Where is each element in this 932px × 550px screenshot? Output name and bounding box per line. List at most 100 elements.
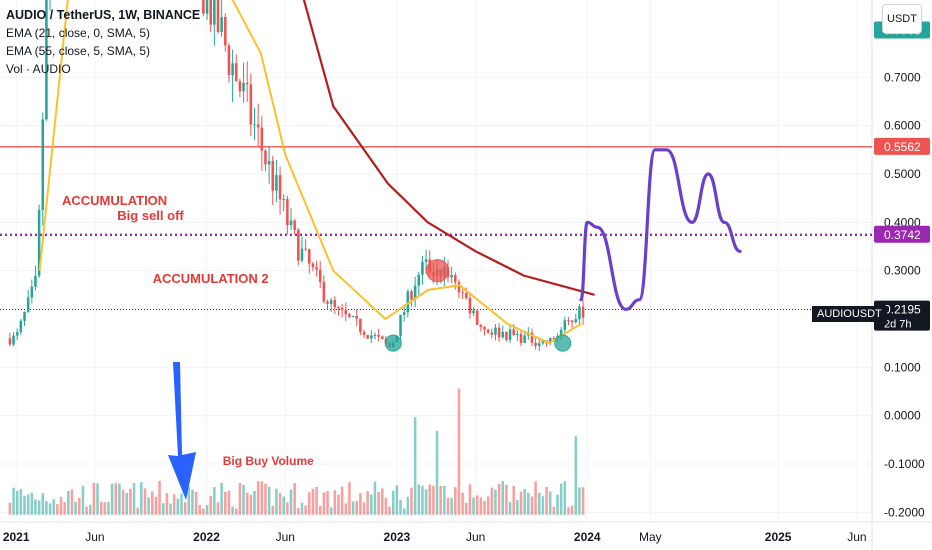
- volume-bar: [297, 508, 300, 515]
- x-tick-label: 2021: [3, 530, 30, 544]
- candle-body: [249, 84, 253, 125]
- candle-body: [37, 210, 41, 277]
- volume-bar: [322, 492, 326, 515]
- candle-body: [567, 320, 570, 322]
- volume-bar: [399, 499, 402, 515]
- annotation-accumulation: ACCUMULATION: [62, 193, 168, 209]
- volume-bar: [381, 488, 384, 515]
- volume-bar: [318, 505, 322, 515]
- volume-bar: [395, 485, 399, 515]
- candle-body: [286, 199, 289, 226]
- blue-arrow: [168, 362, 196, 500]
- marker-circle: [426, 259, 450, 283]
- volume-bar: [256, 481, 260, 515]
- candle-body: [205, 0, 209, 14]
- y-tick-label: 0.6000: [884, 119, 921, 133]
- candle-body: [344, 310, 348, 315]
- down-arrow-icon: [168, 362, 196, 500]
- volume-bar: [52, 499, 55, 515]
- candle-body: [370, 335, 373, 339]
- volume-bar: [271, 505, 275, 515]
- candle-body: [377, 334, 380, 337]
- volume-bar: [446, 497, 450, 515]
- volume-bar: [340, 486, 344, 515]
- volume-bar: [34, 499, 37, 515]
- price-axis[interactable]: 0.70000.60000.50000.40000.30000.10000.00…: [874, 21, 930, 520]
- annotation-accumulation-2: ACCUMULATION 2: [152, 270, 269, 286]
- candle-body: [326, 301, 329, 304]
- volume-bar: [37, 500, 41, 515]
- candle-body: [238, 81, 242, 92]
- volume-bar: [505, 484, 508, 515]
- volume-bar: [417, 484, 421, 515]
- volume-legend[interactable]: Vol · AUDIO: [6, 62, 71, 76]
- y-tick-label: 0.0000: [884, 409, 921, 423]
- volume-bar: [501, 480, 505, 515]
- volume-bar: [23, 495, 26, 515]
- candle-body: [311, 263, 315, 268]
- forecast-path: [579, 148, 742, 311]
- volume-bar: [74, 501, 77, 515]
- volume-bar: [432, 485, 435, 515]
- candle-body: [351, 315, 355, 317]
- volume-bar: [154, 496, 158, 515]
- volume-bar: [333, 490, 337, 515]
- volume-bar: [121, 489, 125, 515]
- ticker-tag: AUDIOUSDT: [812, 306, 887, 322]
- marker-circle: [384, 334, 402, 352]
- volume-bar: [377, 491, 380, 515]
- volume-bar: [472, 497, 475, 515]
- circle-markers: [384, 259, 572, 352]
- candle-body: [202, 0, 205, 14]
- x-tick-label: 2024: [574, 530, 601, 544]
- ema55-legend[interactable]: EMA (55, close, 5, SMA, 5): [6, 44, 151, 58]
- volume-bar: [96, 483, 99, 515]
- candle-body: [457, 282, 461, 293]
- x-tick-label: Jun: [276, 530, 295, 544]
- candle-body: [519, 333, 523, 343]
- volume-bar: [428, 484, 432, 515]
- ema21-legend[interactable]: EMA (21, close, 0, SMA, 5): [6, 26, 151, 40]
- volume-bar: [344, 503, 348, 515]
- candle-body: [23, 311, 26, 321]
- volume-bar: [512, 486, 515, 515]
- volume-bar: [355, 500, 359, 515]
- volume-bar: [136, 507, 139, 515]
- volume-bar: [107, 502, 110, 515]
- volume-bar: [556, 494, 559, 515]
- candle-body: [523, 335, 526, 343]
- currency-button[interactable]: USDT: [882, 4, 922, 34]
- volume-bar: [439, 486, 442, 515]
- candle-body: [26, 297, 30, 312]
- volume-bar: [570, 505, 574, 515]
- candle-body: [479, 324, 483, 327]
- candle-body: [490, 332, 494, 335]
- volume-bar: [213, 487, 216, 515]
- volume-bar: [216, 502, 220, 515]
- candle-body: [424, 259, 428, 262]
- candle-body: [468, 298, 472, 314]
- candle-body: [373, 334, 377, 336]
- volume-bar: [300, 502, 304, 515]
- candle-body: [216, 0, 220, 32]
- volume-bar: [289, 489, 293, 515]
- ema21-line: [38, 0, 582, 345]
- symbol-title[interactable]: AUDIO / TetherUS, 1W, BINANCE: [6, 8, 201, 22]
- chart-legend: AUDIO / TetherUS, 1W, BINANCE EMA (21, c…: [6, 6, 200, 78]
- volume-bar: [402, 508, 406, 515]
- candle-body: [574, 319, 578, 323]
- candle-body: [508, 329, 512, 340]
- candle-body: [530, 332, 534, 343]
- candle-body: [15, 332, 19, 336]
- volume-bar: [118, 483, 121, 515]
- price-label: 0.5562: [884, 140, 921, 154]
- candle-body: [541, 340, 545, 344]
- volume-bar: [413, 417, 417, 515]
- volume-bar: [337, 494, 340, 515]
- volume-bar: [224, 491, 227, 515]
- volume-bar: [103, 502, 107, 515]
- time-axis[interactable]: 2021 Jun 2022 Jun 2023 Jun 2024 May 2025 Jun: [3, 530, 867, 544]
- candle-body: [267, 160, 271, 165]
- volume-bar: [245, 492, 249, 515]
